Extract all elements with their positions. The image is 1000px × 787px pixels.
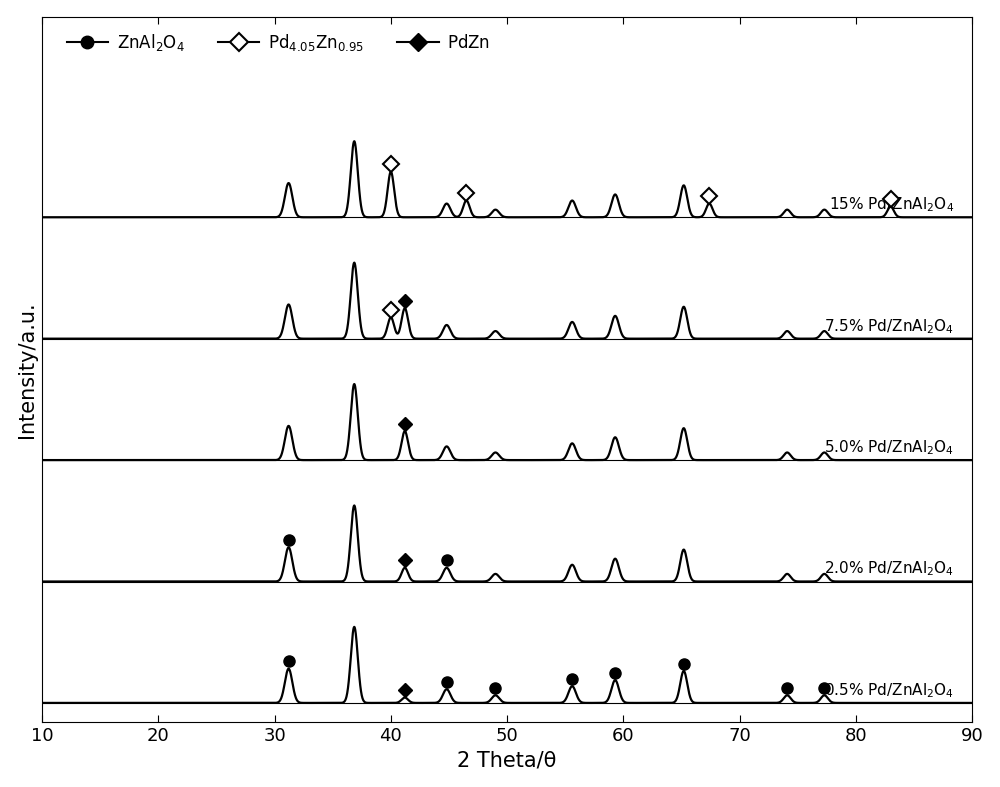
Legend: $\rm ZnAl_2O_4$, $\rm Pd_{4.05}Zn_{0.95}$, $\rm PdZn$: $\rm ZnAl_2O_4$, $\rm Pd_{4.05}Zn_{0.95}… xyxy=(60,25,497,59)
Text: 2.0% Pd/ZnAl$_2$O$_4$: 2.0% Pd/ZnAl$_2$O$_4$ xyxy=(824,560,955,578)
Text: 5.0% Pd/ZnAl$_2$O$_4$: 5.0% Pd/ZnAl$_2$O$_4$ xyxy=(824,438,955,457)
Text: 15% Pd/ZnAl$_2$O$_4$: 15% Pd/ZnAl$_2$O$_4$ xyxy=(829,195,955,214)
Text: 7.5% Pd/ZnAl$_2$O$_4$: 7.5% Pd/ZnAl$_2$O$_4$ xyxy=(824,317,955,335)
X-axis label: 2 Theta/θ: 2 Theta/θ xyxy=(457,750,557,770)
Y-axis label: Intensity/a.u.: Intensity/a.u. xyxy=(17,301,37,438)
Text: 0.5% Pd/ZnAl$_2$O$_4$: 0.5% Pd/ZnAl$_2$O$_4$ xyxy=(824,681,955,700)
